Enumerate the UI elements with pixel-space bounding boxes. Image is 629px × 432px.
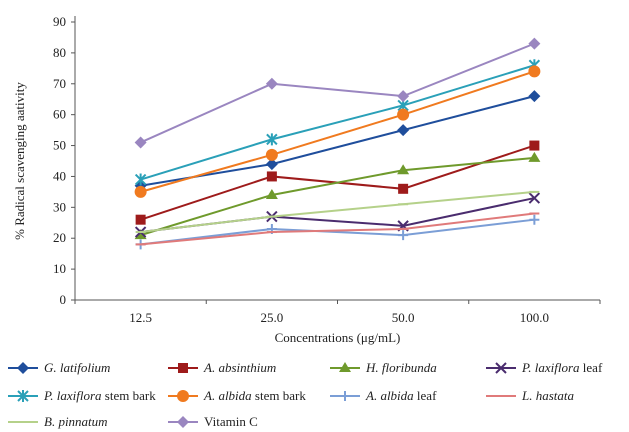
y-tick-label: 50 — [53, 138, 66, 153]
data-point — [17, 390, 29, 402]
data-point — [134, 173, 147, 186]
data-point — [397, 124, 410, 137]
legend-label: A. albida leaf — [365, 388, 437, 403]
data-point — [177, 390, 189, 402]
series-line — [140, 212, 535, 246]
legend-item: P. laxiflora leaf — [486, 360, 603, 375]
legend-label: P. laxiflora stem bark — [43, 388, 156, 403]
data-point — [266, 133, 278, 146]
series-line — [140, 42, 535, 144]
data-point — [398, 183, 409, 194]
y-tick-label: 40 — [53, 168, 66, 183]
legend-item: L. hastata — [486, 388, 575, 403]
data-point — [528, 90, 541, 103]
series-g-latifolium — [134, 90, 541, 192]
data-point — [134, 185, 147, 198]
y-tick-label: 80 — [53, 45, 66, 60]
data-point — [134, 136, 147, 149]
data-point — [265, 148, 278, 161]
data-point — [177, 416, 189, 428]
data-point — [265, 77, 278, 90]
data-point — [528, 65, 541, 78]
y-tick-label: 30 — [53, 199, 66, 214]
x-tick-label: 25.0 — [261, 310, 284, 325]
y-tick-label: 20 — [53, 230, 66, 245]
legend-item: A. absinthium — [168, 360, 276, 375]
legend-item: P. laxiflora stem bark — [8, 388, 156, 403]
series-l-hastata — [135, 212, 540, 246]
series-line — [140, 190, 535, 234]
legend: G. latifolium A. absinthium H. floribunda P… — [8, 360, 603, 429]
legend-item: A. albida leaf — [330, 388, 437, 403]
legend-label: L. hastata — [521, 388, 575, 403]
axes — [74, 16, 600, 301]
legend-label: P. laxiflora leaf — [521, 360, 603, 375]
y-tick-label: 70 — [53, 76, 66, 91]
series-a-albida-stem-bark — [134, 65, 541, 198]
data-point — [397, 108, 410, 121]
data-point — [528, 192, 541, 204]
data-point — [398, 230, 409, 241]
legend-label: Vitamin C — [204, 414, 258, 429]
series-vitamin-c — [134, 37, 541, 149]
y-tick-label: 10 — [53, 261, 66, 276]
x-tick-label: 12.5 — [129, 310, 152, 325]
data-point — [397, 90, 410, 103]
legend-item: A. albida stem bark — [168, 388, 306, 403]
y-tick-label: 60 — [53, 107, 66, 122]
data-point — [340, 391, 350, 401]
series-line — [140, 95, 535, 187]
legend-label: A. albida stem bark — [203, 388, 306, 403]
data-point — [178, 363, 188, 373]
x-axis-title: Concentrations (μg/mL) — [275, 330, 401, 345]
y-axis-title: % Radical scavenging aativity — [12, 82, 27, 240]
data-point — [17, 362, 29, 374]
data-point — [266, 171, 277, 182]
y-tick-labels: 0 10 20 30 40 50 60 70 80 90 — [53, 14, 75, 307]
legend-item: Vitamin C — [168, 414, 258, 429]
series-line — [140, 218, 535, 246]
data-point — [529, 214, 540, 225]
data-point — [135, 214, 146, 225]
data-point — [134, 229, 147, 240]
y-tick-label: 0 — [60, 292, 67, 307]
x-tick-label: 100.0 — [520, 310, 549, 325]
y-tick-label: 90 — [53, 14, 66, 29]
series-p-laxiflora-stem-bark — [134, 59, 541, 186]
legend-label: B. pinnatum — [44, 414, 108, 429]
series-b-pinnatum — [135, 190, 540, 234]
series-line — [140, 64, 535, 181]
series-h-floribunda — [134, 151, 541, 240]
legend-label: G. latifolium — [44, 360, 110, 375]
legend-label: H. floribunda — [365, 360, 437, 375]
legend-label: A. absinthium — [203, 360, 276, 375]
data-point — [265, 188, 278, 199]
x-tick-label: 50.0 — [392, 310, 415, 325]
legend-item: H. floribunda — [330, 360, 437, 375]
legend-item: G. latifolium — [8, 360, 110, 375]
data-point — [339, 362, 351, 372]
data-point — [397, 164, 410, 175]
data-point — [528, 151, 541, 162]
legend-item: B. pinnatum — [8, 414, 108, 429]
series-line — [140, 156, 535, 237]
series-group — [134, 37, 541, 250]
data-point — [529, 140, 540, 151]
series-line — [140, 70, 535, 193]
data-point — [495, 362, 507, 374]
data-point — [528, 37, 541, 50]
data-point — [265, 158, 278, 171]
x-tick-labels: 12.5 25.0 50.0 100.0 — [74, 300, 601, 325]
